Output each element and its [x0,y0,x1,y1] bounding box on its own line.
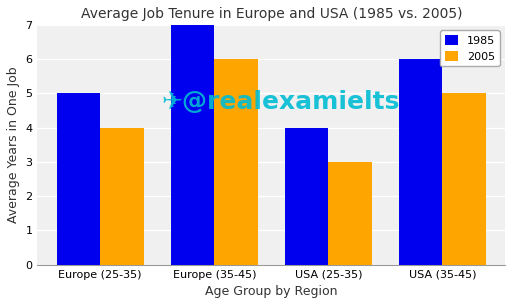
Bar [100,127,143,265]
Y-axis label: Average Years in One Job: Average Years in One Job [7,66,20,223]
Bar [442,93,486,265]
Bar [57,93,100,265]
Title: Average Job Tenure in Europe and USA (1985 vs. 2005): Average Job Tenure in Europe and USA (19… [80,7,462,21]
Bar [214,59,258,265]
Legend: 1985, 2005: 1985, 2005 [440,30,500,66]
Bar [328,162,372,265]
X-axis label: Age Group by Region: Age Group by Region [205,285,337,298]
Bar [399,59,442,265]
Bar [171,25,214,265]
Bar [285,127,328,265]
Text: ✈@realexamielts: ✈@realexamielts [161,90,400,113]
